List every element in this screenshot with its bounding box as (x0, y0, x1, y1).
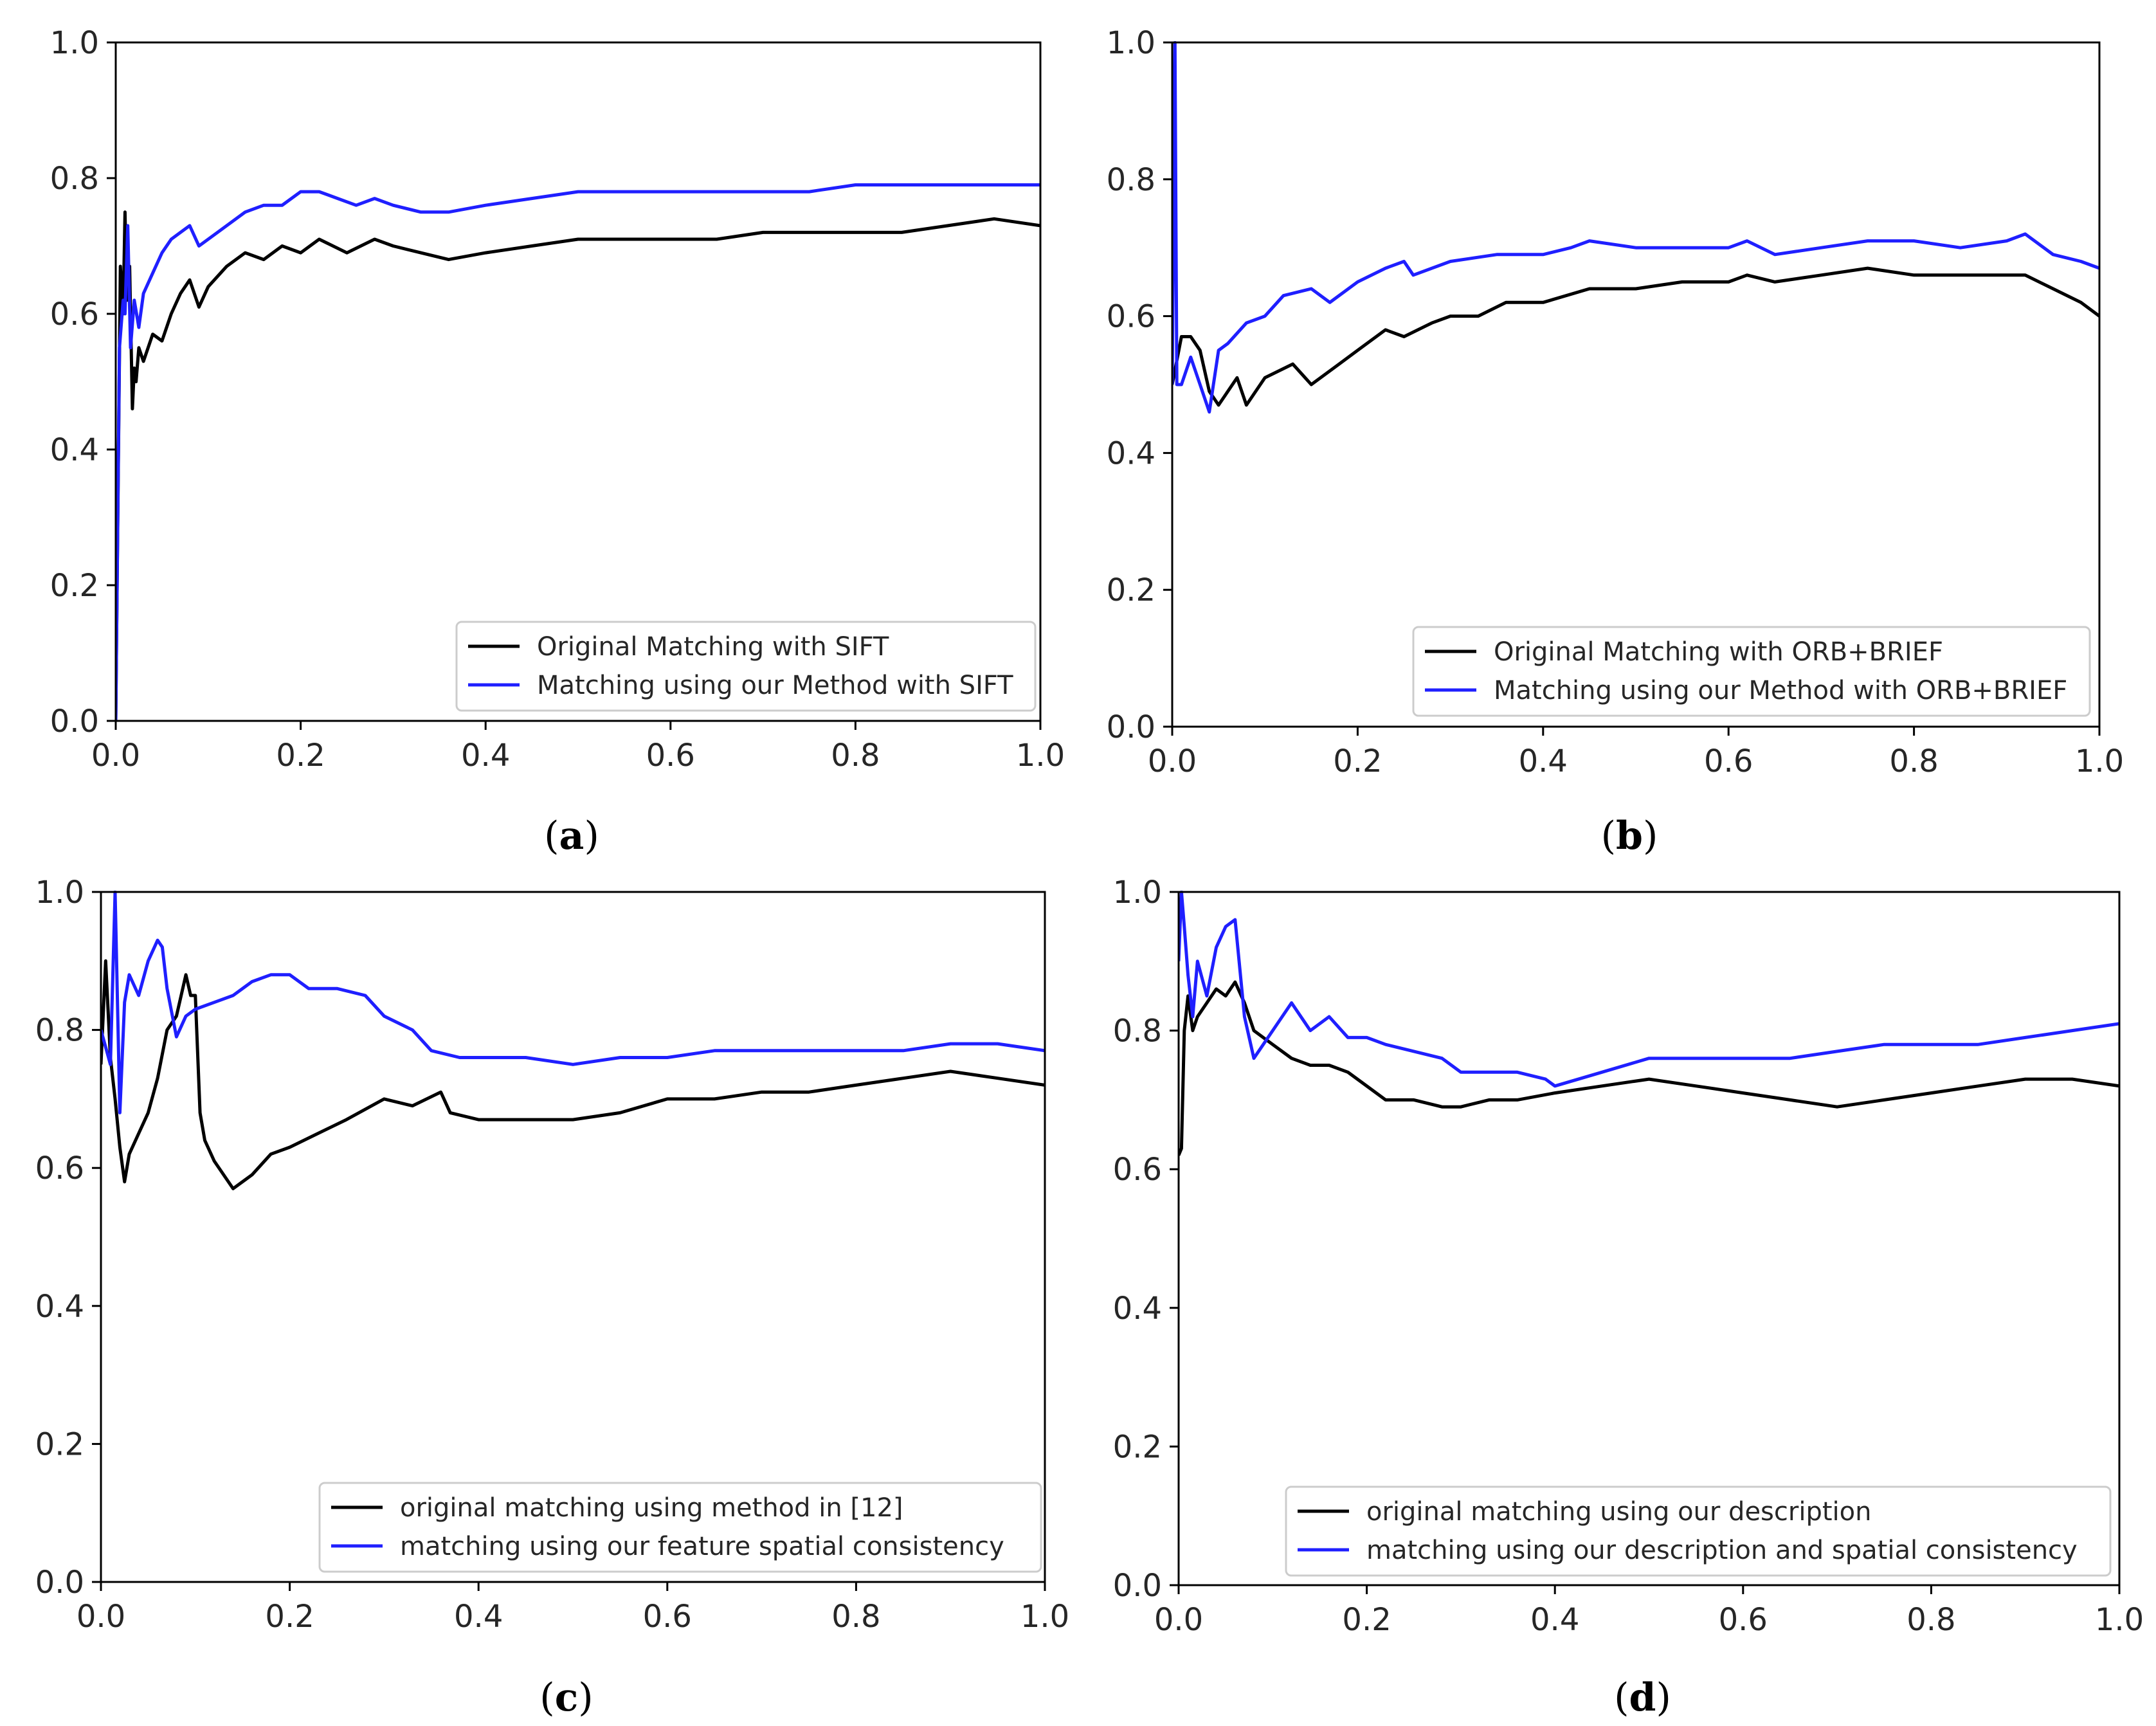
legend-label: matching using our description and spati… (1366, 1536, 2078, 1565)
x-tick-label: 1.0 (2095, 1602, 2144, 1638)
y-tick-label: 0.2 (50, 568, 99, 604)
series-line-ours (116, 183, 1040, 721)
x-tick-label: 0.0 (1154, 1602, 1203, 1638)
x-tick-label: 0.4 (1530, 1602, 1579, 1638)
series-line-original (116, 210, 1040, 721)
x-tick-label: 0.0 (77, 1599, 125, 1635)
legend-label: Matching using our Method with SIFT (537, 671, 1013, 700)
series-line-original (1172, 266, 2099, 407)
y-tick-label: 0.8 (35, 1013, 84, 1049)
plot-frame (1177, 891, 2121, 1586)
legend: Original Matching with ORB+BRIEF Matching… (1412, 626, 2091, 717)
chart-panel-a: 0.0 0.2 0.4 0.6 0.8 1.0 0.0 0.2 0.4 0.6 0.8 1.0 Orig… (50, 25, 1065, 858)
x-tick-label: 0.2 (276, 738, 325, 774)
y-tick-label: 0.2 (1113, 1429, 1162, 1465)
x-tick-label: 0.4 (1519, 743, 1568, 779)
legend-box (455, 621, 1037, 712)
y-tick-label: 0.8 (50, 161, 99, 197)
legend-label: original matching using method in [12] (400, 1493, 903, 1523)
y-tick-label: 0.4 (1107, 435, 1155, 471)
x-tick-label: 0.4 (454, 1599, 503, 1635)
legend: Original Matching with SIFT Matching usin… (455, 621, 1037, 712)
plot-frame (100, 891, 1046, 1583)
x-tick-label: 0.0 (91, 738, 140, 774)
legend-label: original matching using our description (1366, 1497, 1871, 1527)
panel-caption: (b) (1601, 813, 1658, 858)
legend-label: matching using our feature spatial consi… (400, 1532, 1004, 1561)
legend: original matching using method in [12] ma… (318, 1482, 1042, 1573)
x-tick-label: 0.2 (1342, 1602, 1391, 1638)
legend-label: Original Matching with SIFT (537, 632, 889, 662)
legend-label: Matching using our Method with ORB+BRIEF (1494, 676, 2067, 705)
x-tick-label: 0.4 (461, 738, 510, 774)
y-tick-label: 0.6 (50, 296, 99, 332)
panel-caption: (d) (1614, 1675, 1671, 1720)
y-tick-label: 0.6 (1107, 299, 1155, 335)
x-tick-label: 0.0 (1148, 743, 1197, 779)
x-tick-label: 0.6 (1704, 743, 1753, 779)
x-tick-label: 0.8 (1907, 1602, 1955, 1638)
y-tick-label: 0.6 (1113, 1152, 1162, 1188)
x-tick-label: 1.0 (1020, 1599, 1069, 1635)
x-tick-label: 0.2 (265, 1599, 314, 1635)
legend: original matching using our description m… (1285, 1485, 2112, 1577)
x-tick-label: 0.8 (1889, 743, 1938, 779)
legend-box (1285, 1485, 2112, 1577)
y-tick-label: 0.0 (1107, 709, 1155, 745)
x-tick-label: 0.6 (1719, 1602, 1768, 1638)
legend-box (1412, 626, 2091, 717)
series-line-original (1179, 980, 2119, 1156)
y-tick-label: 0.2 (1107, 572, 1155, 608)
x-tick-label: 1.0 (2075, 743, 2124, 779)
panel-caption: (a) (544, 813, 599, 858)
y-tick-label: 0.0 (35, 1565, 84, 1601)
chart-panel-b: 0.0 0.2 0.4 0.6 0.8 1.0 0.0 0.2 0.4 0.6 0.8 1.0 Orig… (1107, 25, 2124, 858)
chart-panel-d: 0.0 0.2 0.4 0.6 0.8 1.0 0.0 0.2 0.4 0.6 0.8 1.0 orig… (1113, 875, 2144, 1720)
x-tick-label: 0.8 (831, 1599, 880, 1635)
series-line-ours (101, 891, 1045, 1114)
x-tick-label: 0.8 (831, 738, 880, 774)
series-line-original (101, 959, 1045, 1190)
y-tick-label: 0.2 (35, 1426, 84, 1462)
y-tick-label: 0.0 (1113, 1568, 1162, 1604)
panel-caption: (c) (539, 1675, 593, 1720)
legend-box (318, 1482, 1042, 1573)
y-tick-label: 0.4 (50, 432, 99, 468)
x-tick-label: 1.0 (1016, 738, 1065, 774)
y-tick-label: 1.0 (50, 25, 99, 61)
y-tick-label: 1.0 (1107, 25, 1155, 61)
series-line-ours (1179, 891, 2119, 1088)
y-tick-label: 0.8 (1107, 162, 1155, 198)
y-tick-label: 0.8 (1113, 1013, 1162, 1049)
plot-frame (114, 41, 1042, 722)
y-tick-label: 0.6 (35, 1150, 84, 1186)
plot-frame (1171, 41, 2101, 728)
series-line-ours (1172, 41, 2099, 414)
legend-label: Original Matching with ORB+BRIEF (1494, 637, 1943, 667)
y-tick-label: 1.0 (1113, 875, 1162, 911)
chart-panel-c: 0.0 0.2 0.4 0.6 0.8 1.0 0.0 0.2 0.4 0.6 0.8 1.0 orig… (35, 875, 1070, 1720)
y-tick-label: 0.0 (50, 704, 99, 740)
x-tick-label: 0.6 (646, 738, 695, 774)
x-tick-label: 0.6 (643, 1599, 692, 1635)
x-tick-label: 0.2 (1333, 743, 1382, 779)
y-tick-label: 1.0 (35, 875, 84, 911)
y-tick-label: 0.4 (1113, 1291, 1162, 1327)
y-tick-label: 0.4 (35, 1289, 84, 1325)
